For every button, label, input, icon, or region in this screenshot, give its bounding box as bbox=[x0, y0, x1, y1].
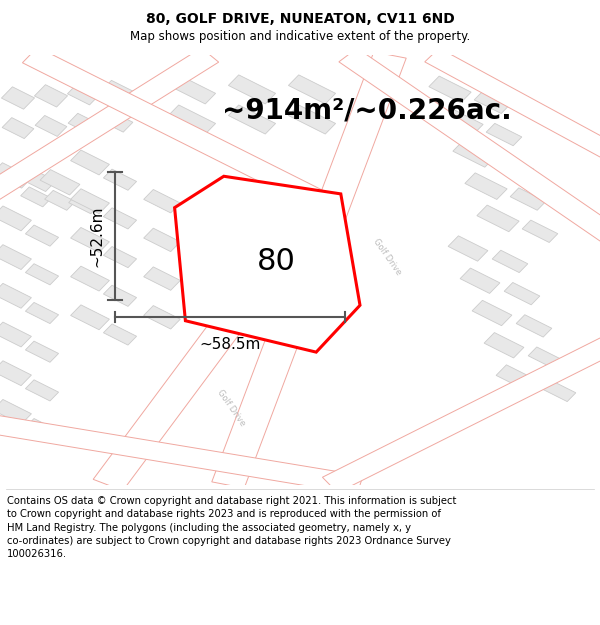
Polygon shape bbox=[465, 173, 507, 199]
Polygon shape bbox=[0, 411, 363, 494]
Polygon shape bbox=[0, 48, 218, 212]
Polygon shape bbox=[212, 52, 406, 488]
Polygon shape bbox=[169, 105, 215, 134]
Polygon shape bbox=[71, 228, 109, 253]
Polygon shape bbox=[289, 105, 335, 134]
Polygon shape bbox=[25, 225, 59, 246]
Polygon shape bbox=[22, 48, 338, 213]
Polygon shape bbox=[339, 48, 600, 256]
Polygon shape bbox=[68, 194, 100, 214]
Polygon shape bbox=[486, 123, 522, 146]
Polygon shape bbox=[540, 379, 576, 402]
Polygon shape bbox=[68, 113, 100, 134]
Polygon shape bbox=[103, 285, 137, 306]
Polygon shape bbox=[229, 75, 275, 104]
Polygon shape bbox=[35, 116, 67, 136]
Polygon shape bbox=[322, 327, 600, 492]
Polygon shape bbox=[25, 380, 59, 401]
Polygon shape bbox=[0, 399, 31, 424]
Polygon shape bbox=[71, 305, 109, 330]
Polygon shape bbox=[100, 81, 134, 102]
Text: Contains OS data © Crown copyright and database right 2021. This information is : Contains OS data © Crown copyright and d… bbox=[7, 496, 457, 559]
Polygon shape bbox=[25, 302, 59, 324]
Polygon shape bbox=[101, 111, 133, 132]
Polygon shape bbox=[528, 347, 564, 369]
Polygon shape bbox=[498, 156, 534, 178]
Polygon shape bbox=[103, 208, 137, 229]
Polygon shape bbox=[492, 250, 528, 272]
Text: Golf Drive: Golf Drive bbox=[215, 388, 247, 428]
Polygon shape bbox=[229, 105, 275, 134]
Polygon shape bbox=[25, 419, 59, 439]
Polygon shape bbox=[448, 236, 488, 261]
Text: 80: 80 bbox=[257, 247, 295, 276]
Polygon shape bbox=[484, 332, 524, 358]
Polygon shape bbox=[143, 189, 181, 213]
Polygon shape bbox=[0, 361, 31, 386]
Text: Golf Drive: Golf Drive bbox=[371, 238, 403, 277]
Polygon shape bbox=[40, 169, 80, 195]
Polygon shape bbox=[44, 191, 76, 210]
Polygon shape bbox=[289, 75, 335, 104]
Polygon shape bbox=[25, 341, 59, 362]
Text: ~58.5m: ~58.5m bbox=[199, 337, 261, 352]
Polygon shape bbox=[441, 108, 483, 135]
Text: Map shows position and indicative extent of the property.: Map shows position and indicative extent… bbox=[130, 30, 470, 43]
Polygon shape bbox=[103, 169, 137, 190]
Polygon shape bbox=[103, 246, 137, 268]
Polygon shape bbox=[67, 82, 101, 105]
Polygon shape bbox=[522, 220, 558, 243]
Polygon shape bbox=[34, 84, 68, 107]
Polygon shape bbox=[143, 306, 181, 329]
Polygon shape bbox=[143, 228, 181, 252]
Polygon shape bbox=[510, 188, 546, 210]
Polygon shape bbox=[2, 118, 34, 139]
Polygon shape bbox=[169, 75, 215, 104]
Polygon shape bbox=[504, 282, 540, 305]
Polygon shape bbox=[0, 283, 31, 308]
Polygon shape bbox=[20, 187, 52, 207]
Polygon shape bbox=[453, 141, 495, 168]
Text: 80, GOLF DRIVE, NUNEATON, CV11 6ND: 80, GOLF DRIVE, NUNEATON, CV11 6ND bbox=[146, 12, 454, 26]
Polygon shape bbox=[429, 76, 471, 102]
Polygon shape bbox=[0, 206, 31, 231]
Polygon shape bbox=[25, 264, 59, 285]
Polygon shape bbox=[71, 189, 109, 214]
Polygon shape bbox=[103, 324, 137, 345]
Polygon shape bbox=[175, 176, 360, 352]
Polygon shape bbox=[143, 267, 181, 291]
Polygon shape bbox=[16, 166, 56, 191]
Polygon shape bbox=[71, 266, 109, 291]
Polygon shape bbox=[477, 205, 519, 232]
Polygon shape bbox=[460, 268, 500, 293]
Polygon shape bbox=[1, 87, 35, 109]
Polygon shape bbox=[425, 48, 600, 169]
Polygon shape bbox=[0, 244, 31, 269]
Text: ~914m²/~0.226ac.: ~914m²/~0.226ac. bbox=[222, 97, 512, 125]
Text: ~52.6m: ~52.6m bbox=[89, 205, 104, 267]
Polygon shape bbox=[71, 150, 109, 175]
Polygon shape bbox=[0, 162, 32, 188]
Polygon shape bbox=[474, 91, 510, 114]
Polygon shape bbox=[516, 315, 552, 337]
Polygon shape bbox=[472, 301, 512, 326]
Polygon shape bbox=[0, 322, 31, 347]
Polygon shape bbox=[93, 286, 267, 491]
Polygon shape bbox=[496, 365, 536, 390]
